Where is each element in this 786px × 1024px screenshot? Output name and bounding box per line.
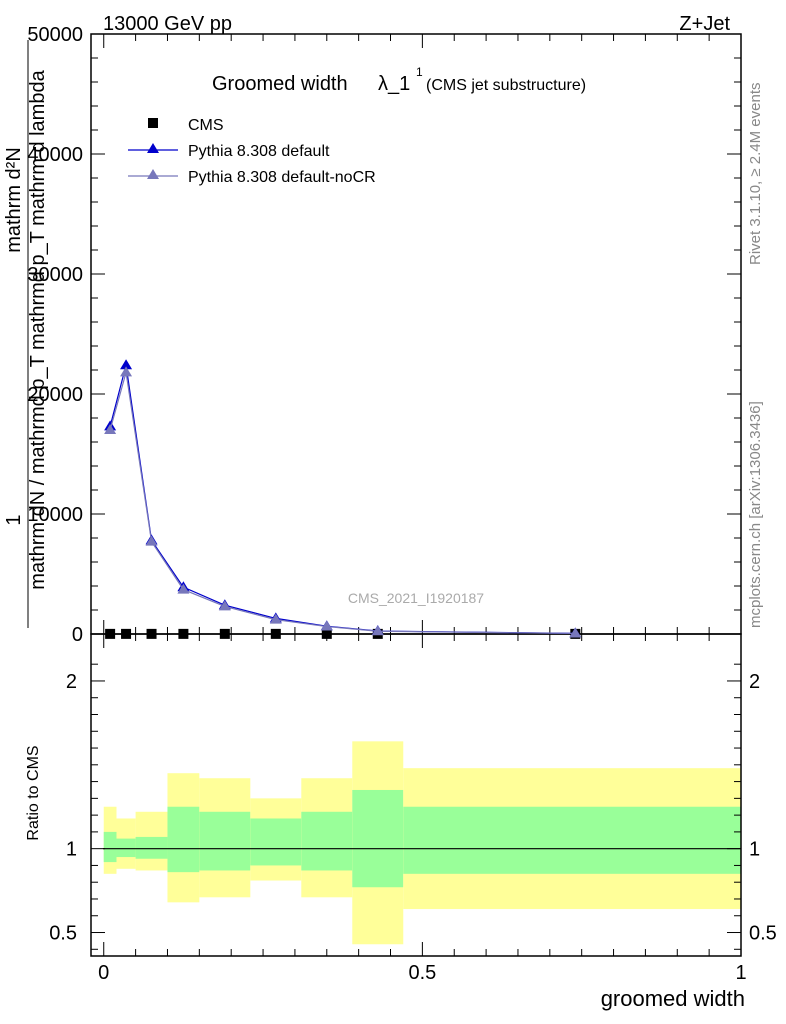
ylabel-denominator-top: mathrm dN / mathrmd p_T mathrmd p_T math… xyxy=(27,69,49,589)
series-2-point xyxy=(177,583,190,594)
chart-title: Groomed width λ_1 1 (CMS jet substructur… xyxy=(212,65,586,95)
legend-marker-pythia-nocr xyxy=(147,169,159,179)
ratio-bands xyxy=(103,741,741,945)
ratio-y-tick-label-right: 0.5 xyxy=(749,923,777,945)
title-superscript: 1 xyxy=(416,65,423,79)
header-left: 13000 GeV pp xyxy=(103,13,232,35)
series-2-point xyxy=(269,613,282,624)
legend-item-pythia-nocr: Pythia 8.308 default-noCR xyxy=(128,169,376,186)
legend-label-pythia-nocr: Pythia 8.308 default-noCR xyxy=(188,169,376,186)
x-tick-label: 1 xyxy=(735,962,746,984)
legend-label-cms: CMS xyxy=(188,117,224,134)
y-axis-label-main: 1 mathrm dN / mathrmd p_T mathrmd p_T ma… xyxy=(3,40,49,628)
x-tick-label: 0 xyxy=(98,962,109,984)
legend-item-pythia-default: Pythia 8.308 default xyxy=(128,143,330,160)
legend-label-pythia-default: Pythia 8.308 default xyxy=(188,143,330,160)
cms-data-point xyxy=(219,628,230,639)
x-tick-label: 0.5 xyxy=(408,962,436,984)
ratio-stat-band-0 xyxy=(103,831,117,863)
ylabel-numerator-top: 1 xyxy=(3,514,25,525)
main-y-tick-label: 20000 xyxy=(27,384,83,406)
cms-data-point xyxy=(178,628,189,639)
series-2-point xyxy=(320,620,333,631)
series-2-point xyxy=(569,627,582,638)
legend-marker-pythia-default xyxy=(147,143,159,153)
side-text-rivet: Rivet 3.1.10, ≥ 2.4M events xyxy=(747,83,764,266)
ratio-y-tick-label-left: 0.5 xyxy=(49,923,77,945)
header-right: Z+Jet xyxy=(679,13,730,35)
ratio-stat-band-4 xyxy=(199,811,251,871)
x-ticks: 0 0.5 1 xyxy=(98,34,747,984)
ratio-y-tick-label-left: 2 xyxy=(66,671,77,693)
cms-data-point xyxy=(270,628,281,639)
title-main: Groomed width xyxy=(212,73,348,95)
main-y-tick-label: 30000 xyxy=(27,264,83,286)
legend: CMS Pythia 8.308 default Pythia 8.308 de… xyxy=(128,117,376,186)
main-y-tick-label: 50000 xyxy=(27,24,83,46)
series-2-point xyxy=(145,535,158,546)
ratio-y-tick-label-right: 1 xyxy=(749,839,760,861)
ratio-stat-band-8 xyxy=(403,806,741,874)
series-2-point xyxy=(104,424,117,434)
cms-data-point xyxy=(146,628,157,639)
cms-data-point xyxy=(105,628,116,639)
ratio-frame xyxy=(90,633,742,957)
ylabel-numerator-bottom: mathrm d²N xyxy=(3,147,25,253)
series-1-point xyxy=(120,359,133,370)
ratio-stat-band-5 xyxy=(250,818,302,866)
x-axis-label: groomed width xyxy=(601,986,745,1011)
title-symbol: λ_1 xyxy=(378,73,410,95)
side-text-mcplots: mcplots.cern.ch [arXiv:1306.3436] xyxy=(747,401,764,628)
y-axis-label-ratio: Ratio to CMS xyxy=(25,745,42,840)
cms-data-point xyxy=(321,628,332,639)
main-y-tick-label: 40000 xyxy=(27,144,83,166)
cms-data-point xyxy=(121,628,132,639)
ratio-stat-band-6 xyxy=(301,811,353,871)
legend-item-cms: CMS xyxy=(148,117,224,134)
ratio-y-tick-label-left: 1 xyxy=(66,839,77,861)
watermark: CMS_2021_I1920187 xyxy=(348,590,484,606)
series-2-point xyxy=(120,366,133,377)
ratio-stat-band-7 xyxy=(352,789,404,888)
legend-marker-cms xyxy=(148,118,158,128)
series-2-point xyxy=(218,600,231,611)
ratio-y-ticks: 0.5 0.5 1 1 2 2 xyxy=(49,663,777,950)
ratio-stat-band-1 xyxy=(116,838,136,858)
main-y-ticks: 0 10000 20000 30000 40000 50000 xyxy=(27,24,741,646)
ratio-y-tick-label-right: 2 xyxy=(749,671,760,693)
main-y-tick-label: 10000 xyxy=(27,504,83,526)
series-2-point xyxy=(371,625,384,636)
main-y-tick-label: 0 xyxy=(72,624,83,646)
ratio-stat-band-2 xyxy=(135,836,168,859)
ratio-stat-band-3 xyxy=(167,806,200,873)
main-series xyxy=(104,359,582,639)
title-suffix: (CMS jet substructure) xyxy=(426,77,586,94)
